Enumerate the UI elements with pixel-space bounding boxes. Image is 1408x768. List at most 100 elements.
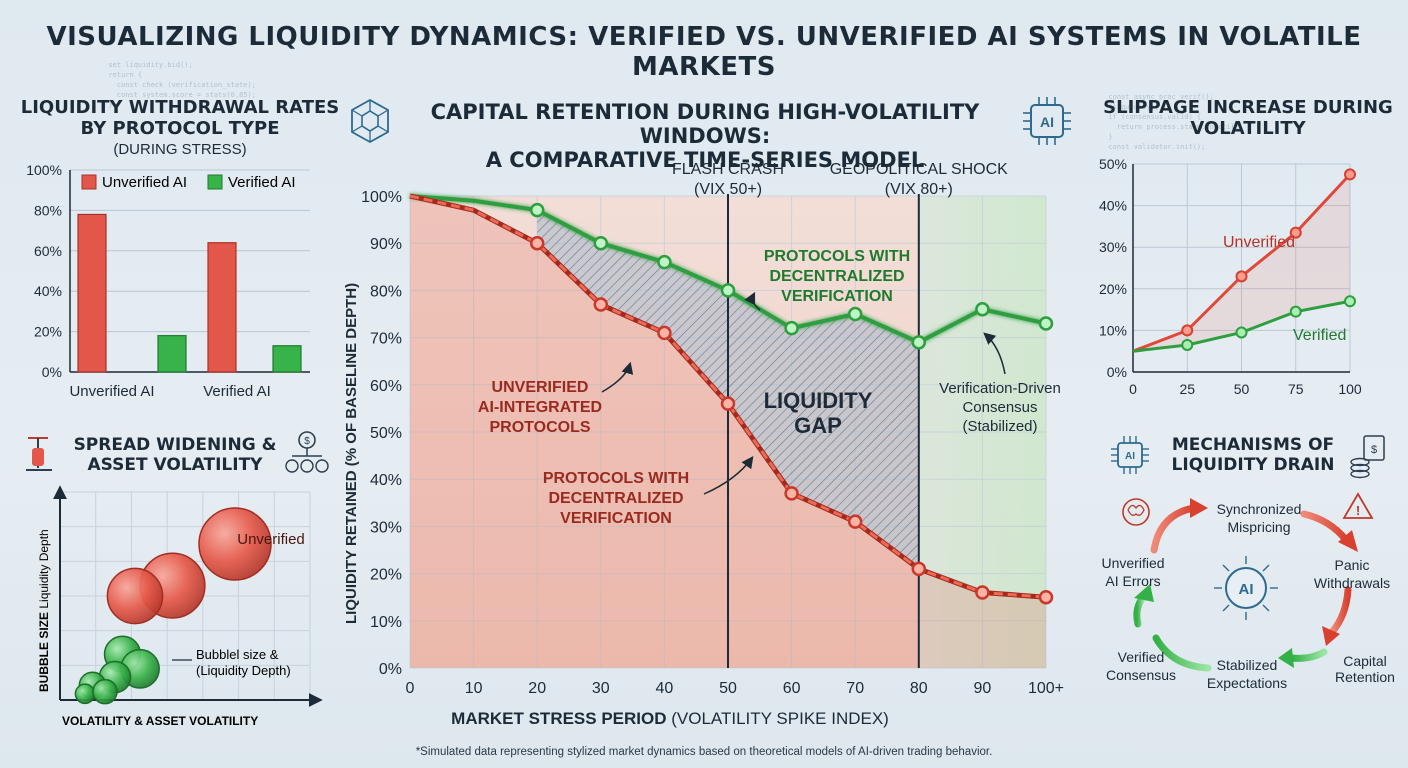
- cycle-arrow-verified-to-errors: [1133, 592, 1148, 628]
- annotation-consensus-arrow: [983, 332, 1006, 375]
- annotation-dup-line1: PROTOCOLS WITH: [543, 470, 689, 487]
- retention-title-line2: A COMPARATIVE TIME-SERIES MODEL: [485, 148, 925, 173]
- node-panic-line2: Withdrawals: [1314, 575, 1390, 591]
- unverified-point: [911, 561, 927, 577]
- slippage-unverified-point: [1344, 168, 1356, 181]
- node-stabilized-line2: Expectations: [1207, 675, 1287, 691]
- cycle-arrow-errors-to-mispricing: [1150, 504, 1198, 554]
- mechanisms-panel-title: MECHANISMS OF LIQUIDITY DRAIN: [1171, 435, 1335, 475]
- verified-point: [911, 335, 927, 350]
- retention-x-tick: 90: [974, 680, 992, 697]
- unverified-point: [975, 585, 990, 600]
- node-capital-line1: Capital: [1343, 653, 1387, 669]
- svg-text:AI: AI: [1125, 451, 1135, 462]
- annotation-consensus-line2: Consensus: [962, 399, 1037, 416]
- unverified-line: [409, 194, 1047, 599]
- spread-x-label: VOLATILITY & ASSET VOLATILITY: [62, 714, 258, 728]
- retention-y-tick: 80%: [370, 283, 402, 300]
- slippage-verified-point: [1344, 295, 1356, 308]
- unverified-point: [784, 486, 799, 501]
- event-markers: FLASH CRASH (VIX 50+) GEOPOLITICAL SHOCK (V…: [672, 161, 1008, 668]
- slippage-y-tick: 0%: [1107, 364, 1127, 380]
- unverified-point: [529, 235, 545, 251]
- annotation-verified-line3: VERIFICATION: [781, 288, 893, 305]
- bar-unverified-0: [77, 213, 107, 373]
- annotation-unverified-line2: AI-INTEGRATED: [478, 399, 602, 416]
- verified-point: [529, 202, 545, 218]
- retention-x-tick: 60: [783, 680, 801, 697]
- slippage-panel-title: SLIPPAGE INCREASE DURING VOLATILITY: [1103, 97, 1393, 139]
- page-title: VISUALIZING LIQUIDITY DYNAMICS: VERIFIED…: [46, 22, 1362, 82]
- retention-y-tick: 70%: [370, 331, 402, 348]
- center-ai-icon: AI: [1214, 556, 1278, 620]
- withdrawal-subtitle: (DURING STRESS): [113, 141, 247, 159]
- cycle-arrowhead-4: [1278, 648, 1294, 668]
- annotation-gap: LIQUIDITY GAP: [764, 388, 873, 438]
- annotation-gap-line2: GAP: [794, 413, 842, 438]
- slippage-unverified-point: [1181, 324, 1194, 337]
- bubble-unverified-2: [106, 567, 164, 625]
- retention-panel-title: CAPITAL RETENTION DURING HIGH-VOLATILITY…: [395, 100, 1015, 172]
- retention-y-tick: 10%: [370, 614, 402, 631]
- code-decoration-left: set liquidity.bid(); return { const chec…: [108, 61, 256, 109]
- retention-y-tick: 40%: [370, 472, 402, 489]
- legend-label-unverified: Unverified AI: [102, 174, 187, 191]
- verified-point: [720, 283, 736, 298]
- verified-point: [1038, 316, 1054, 331]
- node-errors-line1: Unverified: [1101, 555, 1164, 571]
- annotation-verified-arrow: [744, 291, 761, 311]
- money-tree-icon: $: [285, 431, 329, 473]
- withdrawal-bars: Unverified AI Verified AI: [69, 213, 302, 400]
- verified-point: [975, 302, 990, 317]
- ai-chip-icon: AI: [1023, 97, 1071, 145]
- annotation-consensus-line1: Verification-Driven: [939, 380, 1061, 397]
- annotation-dup-line3: VERIFICATION: [560, 510, 672, 527]
- slippage-x-tick: 50: [1234, 381, 1250, 397]
- retention-y-tick: 50%: [370, 425, 402, 442]
- retention-x-label: MARKET STRESS PERIOD (VOLATILITY SPIKE I…: [451, 709, 889, 728]
- node-synchronized-line2: Mispricing: [1227, 519, 1290, 535]
- spread-bubbles: [74, 507, 272, 705]
- retention-x-tick: 100+: [1028, 680, 1064, 697]
- retention-x-tick: 50: [719, 680, 737, 697]
- warning-icon: !: [1342, 492, 1374, 519]
- event-sublabel-0: (VIX 50+): [694, 181, 762, 198]
- withdrawal-y-tick: 60%: [34, 243, 62, 259]
- mechanisms-cycle-diagram: ! AI Synchronized Mispricing Panic Withd…: [1101, 492, 1395, 691]
- retention-x-tick: 80: [910, 680, 928, 697]
- retention-y-tick: 100%: [361, 189, 402, 206]
- withdrawal-legend: Unverified AI Verified AI: [81, 174, 296, 191]
- annotation-unverified-dup: PROTOCOLS WITH DECENTRALIZED VERIFICATIO…: [543, 470, 689, 527]
- slippage-label-unverified: Unverified: [1223, 234, 1295, 251]
- scale-icon: [26, 437, 52, 471]
- bubble-verified-8: [92, 678, 118, 705]
- slippage-y-tick: 40%: [1099, 198, 1127, 214]
- retention-y-tick: 30%: [370, 519, 402, 536]
- svg-text:!: !: [1356, 503, 1360, 518]
- cycle-arrow-stabilized-to-verified: [1152, 634, 1212, 672]
- node-errors-line2: AI Errors: [1105, 573, 1160, 589]
- withdrawal-bar-chart: 0% 20% 40% 60% 80% 100% Unverified AI Verified…: [26, 162, 310, 400]
- retention-line-chart: FLASH CRASH (VIX 50+) GEOPOLITICAL SHOCK (V…: [343, 161, 1064, 728]
- slippage-y-tick: 10%: [1099, 322, 1127, 338]
- bubble-label-unverified: Unverified: [237, 531, 305, 548]
- retention-title-line1: CAPITAL RETENTION DURING HIGH-VOLATILITY…: [430, 100, 980, 149]
- annotation-dup-arrow: [703, 456, 754, 495]
- node-synchronized-line1: Synchronized: [1217, 501, 1302, 517]
- verified-point: [847, 306, 863, 322]
- brain-icon: [1122, 498, 1150, 526]
- cycle-arrowhead-3: [1322, 626, 1340, 646]
- unverified-point: [1038, 589, 1054, 605]
- bar-verified-1: [272, 345, 302, 373]
- retention-x-tick: 0: [406, 680, 415, 697]
- node-capital-line2: Retention: [1335, 669, 1395, 685]
- unverified-point: [720, 396, 736, 411]
- svg-text:AI: AI: [1040, 114, 1054, 130]
- retention-ticks: 0% 10% 20% 30% 40% 50% 60% 70% 80% 90% 100% 0 10 20 30…: [361, 189, 1064, 697]
- node-panic-line1: Panic: [1334, 557, 1369, 573]
- withdrawal-y-tick: 0%: [42, 364, 62, 380]
- verified-point: [784, 320, 799, 336]
- bar-verified-0: [157, 335, 187, 373]
- slippage-x-tick: 100: [1338, 381, 1362, 397]
- spread-panel-title: SPREAD WIDENING & ASSET VOLATILITY: [73, 435, 277, 475]
